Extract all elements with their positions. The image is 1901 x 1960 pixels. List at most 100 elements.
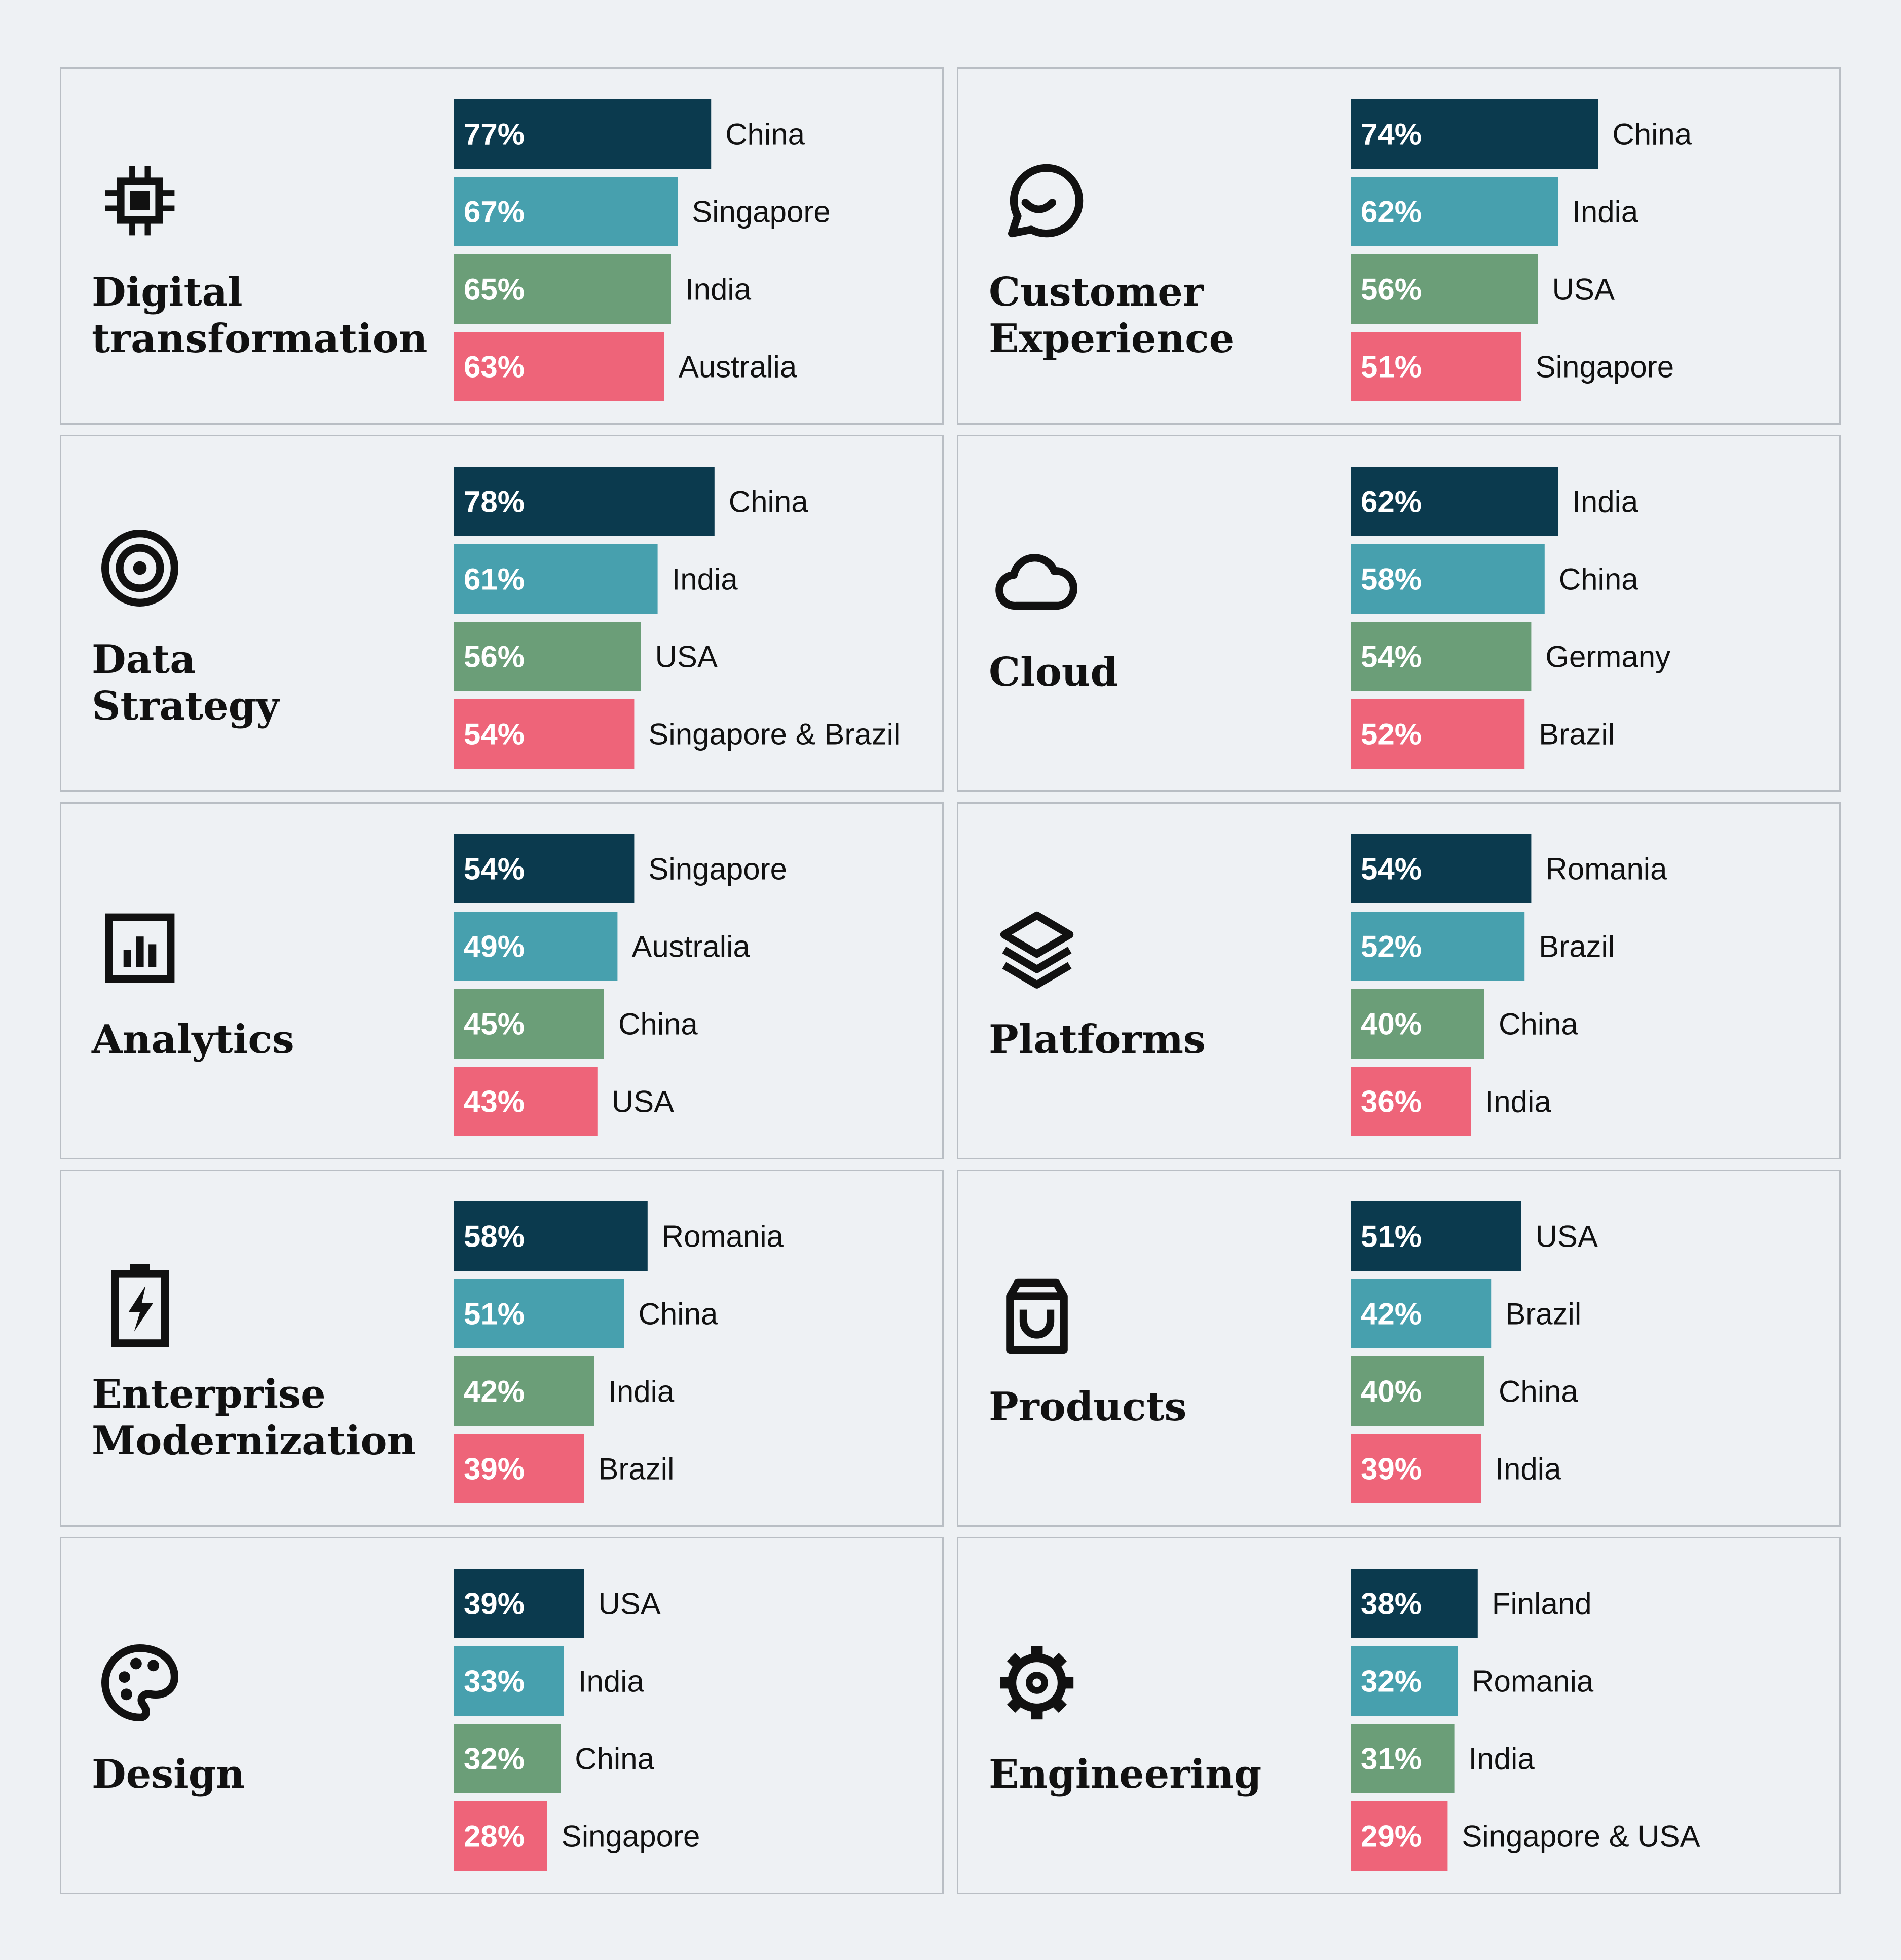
bar-australia [454, 912, 618, 981]
bar-china [1351, 99, 1598, 169]
category-label: Australia [679, 350, 797, 384]
data-label: 65% [464, 273, 525, 307]
data-label: 28% [464, 1820, 525, 1854]
panel-title: Engineering [989, 1751, 1262, 1797]
gear-icon [989, 1635, 1085, 1731]
data-label: 38% [1361, 1587, 1422, 1621]
category-label: India [608, 1375, 675, 1409]
category-label: India [1495, 1452, 1561, 1486]
bar-chart-svg: 62% India 58% China 54% Germany 52% Brazil [1351, 467, 1670, 769]
data-label: 36% [1361, 1085, 1422, 1119]
data-label: 74% [1361, 118, 1422, 152]
panel-analytics: Analytics 54% Singapore 49% Australia 45% Chin… [60, 802, 944, 1159]
bar-chart: 54% Romania 52% Brazil 40% China 36% India [1351, 834, 1832, 1138]
bar-india [454, 544, 658, 614]
category-label: China [1499, 1375, 1578, 1409]
category-label: India [1469, 1742, 1535, 1776]
category-label: Brazil [1539, 718, 1615, 751]
bar-germany [1351, 622, 1532, 691]
panel-title: Analytics [92, 1016, 294, 1063]
category-label: USA [612, 1085, 674, 1119]
category-label: USA [1552, 273, 1615, 307]
panel-title: Customer Experience [989, 269, 1344, 362]
data-label: 56% [1361, 273, 1422, 307]
bar-chart: 62% India 58% China 54% Germany 52% Brazil [1351, 467, 1832, 771]
data-label: 58% [464, 1220, 525, 1254]
data-label: 61% [464, 562, 525, 596]
data-label: 29% [1361, 1820, 1422, 1854]
bar-singapore [454, 834, 635, 903]
category-label: Brazil [598, 1452, 674, 1486]
category-label: Germany [1545, 640, 1670, 674]
data-label: 31% [1361, 1742, 1422, 1776]
bar-chart: 51% USA 42% Brazil 40% China 39% India [1351, 1201, 1832, 1505]
category-label: Australia [631, 930, 750, 964]
category-label: India [685, 273, 752, 307]
bar-romania [1351, 834, 1532, 903]
data-label: 42% [464, 1375, 525, 1409]
bar-india [454, 1356, 594, 1426]
category-label: India [1485, 1085, 1552, 1119]
panel-digital-transformation: Digital transformation 77% China 67% Singapor… [60, 67, 944, 425]
bar-singapore-and-usa [1351, 1801, 1448, 1871]
palette-icon [92, 1635, 188, 1731]
bar-usa [454, 1067, 598, 1136]
bar-chart-svg: 39% USA 33% India 32% China 28% Singapore [454, 1569, 700, 1871]
panel-cloud: Cloud 62% India 58% China 54% Germany 52% Brazil [957, 435, 1841, 792]
category-label: USA [1536, 1220, 1598, 1254]
data-label: 40% [1361, 1375, 1422, 1409]
data-label: 63% [464, 350, 525, 384]
data-label: 39% [464, 1587, 525, 1621]
bar-india [1351, 1724, 1455, 1793]
bar-china [454, 989, 604, 1059]
chip-icon [92, 153, 188, 249]
data-label: 54% [1361, 640, 1422, 674]
bar-brazil [454, 1434, 584, 1503]
category-label: Singapore [648, 852, 787, 886]
bar-chart-svg: 78% China 61% India 56% USA 54% Singapore & Bra… [454, 467, 900, 769]
data-label: 51% [1361, 350, 1422, 384]
bar-chart-svg: 58% Romania 51% China 42% India 39% Brazil [454, 1201, 784, 1503]
data-label: 58% [1361, 562, 1422, 596]
data-label: 54% [464, 718, 525, 751]
data-label: 49% [464, 930, 525, 964]
bar-australia [454, 332, 664, 401]
bar-india [454, 254, 671, 324]
panel-title: Enterprise Modernization [92, 1371, 446, 1464]
bar-usa [1351, 1201, 1521, 1271]
panel-title: Platforms [989, 1016, 1206, 1063]
bar-india [1351, 467, 1558, 536]
shopping-bag-icon [989, 1267, 1085, 1364]
bar-china [1351, 989, 1484, 1059]
category-label: India [1572, 195, 1638, 229]
bar-usa [454, 622, 641, 691]
chart-grid: Digital transformation 77% China 67% Singapor… [60, 67, 1841, 1894]
bar-usa [1351, 254, 1538, 324]
bar-india [454, 1646, 564, 1716]
data-label: 77% [464, 118, 525, 152]
category-label: China [1499, 1007, 1578, 1041]
title-line: Enterprise [92, 1371, 326, 1417]
bar-singapore [454, 177, 678, 246]
panel-platforms: Platforms 54% Romania 52% Brazil 40% China 36% I… [957, 802, 1841, 1159]
bar-china [454, 467, 715, 536]
bar-chart: 58% Romania 51% China 42% India 39% Brazil [454, 1201, 935, 1505]
battery-bolt-icon [92, 1255, 188, 1351]
panel-enterprise-modernization: Enterprise Modernization 58% Romania 51% Chin… [60, 1170, 944, 1527]
title-line: Data [92, 636, 196, 683]
data-label: 32% [464, 1742, 525, 1776]
category-label: China [1559, 562, 1638, 596]
title-line: Digital [92, 269, 243, 315]
bar-india [1351, 1067, 1471, 1136]
bar-chart-svg: 74% China 62% India 56% USA 51% Singapore [1351, 99, 1692, 401]
category-label: Brazil [1505, 1297, 1581, 1331]
data-label: 67% [464, 195, 525, 229]
data-label: 62% [1361, 195, 1422, 229]
category-label: Finland [1492, 1587, 1592, 1621]
smile-chat-icon [989, 153, 1085, 249]
target-icon [92, 520, 188, 616]
title-line: Customer [989, 269, 1204, 315]
data-label: 56% [464, 640, 525, 674]
data-label: 54% [464, 852, 525, 886]
panel-products: Products 51% USA 42% Brazil 40% China 39% India [957, 1170, 1841, 1527]
